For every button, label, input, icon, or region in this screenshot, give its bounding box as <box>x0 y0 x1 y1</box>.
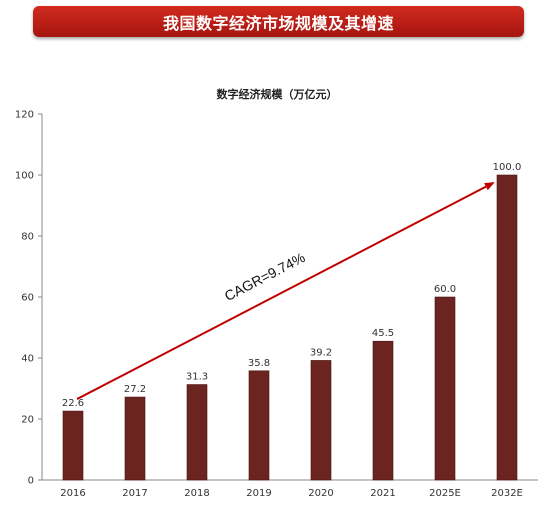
x-tick-label: 2032E <box>491 488 523 499</box>
y-tick-label: 100 <box>15 171 34 182</box>
bar <box>62 410 84 481</box>
x-tick-label: 2019 <box>246 488 271 499</box>
bar <box>186 384 208 481</box>
header-banner: 我国数字经济市场规模及其增速 <box>33 6 524 37</box>
bar <box>248 370 270 481</box>
y-tick-label: 120 <box>15 110 34 121</box>
data-label: 39.2 <box>310 347 332 358</box>
bar <box>434 296 456 481</box>
chart-title: 数字经济规模（万亿元） <box>216 88 338 101</box>
data-label: 31.3 <box>186 372 208 383</box>
x-tick-label: 2020 <box>308 488 333 499</box>
x-tick-label: 2016 <box>60 488 85 499</box>
data-label: 27.2 <box>124 384 146 395</box>
cagr-arrow <box>76 182 495 400</box>
page-title: 我国数字经济市场规模及其增速 <box>162 13 394 33</box>
y-tick-label: 0 <box>28 476 34 487</box>
data-label: 35.8 <box>248 358 270 369</box>
data-label: 60.0 <box>434 284 456 295</box>
y-tick-label: 60 <box>21 293 34 304</box>
x-tick-label: 2017 <box>122 488 147 499</box>
y-tick-label: 80 <box>21 232 34 243</box>
x-tick-label: 2021 <box>370 488 395 499</box>
data-label: 45.5 <box>372 328 394 339</box>
cagr-label: CAGR=9.74% <box>222 249 308 304</box>
y-tick-label: 40 <box>21 354 34 365</box>
data-label: 22.6 <box>62 398 84 409</box>
bar <box>496 174 518 481</box>
bar <box>124 396 146 481</box>
data-label: 100.0 <box>493 162 522 173</box>
bar <box>310 360 332 481</box>
bar <box>372 340 394 481</box>
x-tick-label: 2018 <box>184 488 209 499</box>
x-tick-label: 2025E <box>429 488 461 499</box>
y-tick-label: 20 <box>21 415 34 426</box>
